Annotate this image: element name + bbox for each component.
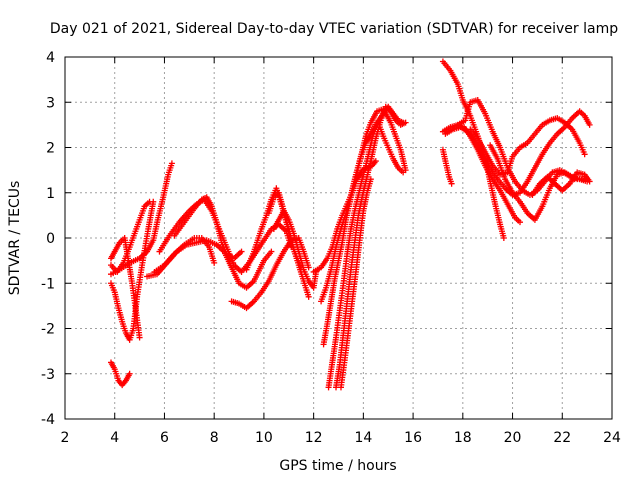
plus-marker — [126, 370, 133, 377]
plus-marker — [238, 248, 245, 255]
y-tick-label: -2 — [41, 322, 55, 338]
plus-marker — [400, 169, 407, 176]
y-tick-label: -4 — [41, 412, 55, 428]
x-tick-label: 12 — [305, 430, 323, 446]
y-tick-label: -1 — [41, 276, 55, 292]
x-tick-label: 6 — [160, 430, 169, 446]
trace-21 — [439, 58, 507, 241]
plus-marker — [146, 198, 153, 205]
x-tick-label: 18 — [454, 430, 472, 446]
x-tick-label: 22 — [553, 430, 571, 446]
trace-25 — [467, 115, 588, 178]
trace-19 — [337, 176, 374, 391]
x-tick-label: 2 — [61, 430, 70, 446]
trace-26 — [487, 142, 591, 223]
x-tick-label: 14 — [354, 430, 372, 446]
trace-7 — [151, 235, 218, 275]
plus-marker — [136, 334, 143, 341]
plus-marker — [586, 121, 593, 128]
trace-1 — [107, 359, 133, 389]
chart-title: Day 021 of 2021, Sidereal Day-to-day VTE… — [50, 21, 618, 37]
plus-marker — [586, 178, 593, 185]
plus-marker — [402, 119, 409, 126]
x-tick-label: 20 — [504, 430, 522, 446]
x-tick-label: 4 — [110, 430, 119, 446]
plus-marker — [517, 219, 524, 226]
plus-marker — [367, 176, 374, 183]
y-tick-label: 1 — [46, 186, 55, 202]
plus-marker — [211, 259, 218, 266]
x-tick-label: 16 — [404, 430, 422, 446]
data-points — [107, 58, 593, 391]
trace-20 — [439, 146, 455, 187]
plot-frame — [64, 56, 613, 420]
plus-marker — [305, 264, 312, 271]
trace-27 — [529, 169, 593, 199]
trace-4 — [107, 198, 153, 275]
y-tick-label: 2 — [46, 141, 55, 157]
trace-9 — [171, 194, 245, 262]
trace-13 — [265, 189, 312, 300]
x-tick-label: 10 — [255, 430, 273, 446]
y-axis-label: SDTVAR / TECUs — [7, 181, 23, 296]
trace-5 — [107, 160, 175, 278]
plus-marker — [581, 151, 588, 158]
plus-marker — [305, 293, 312, 300]
y-tick-label: 3 — [46, 95, 55, 111]
x-tick-label: 8 — [210, 430, 219, 446]
x-tick-label: 24 — [603, 430, 621, 446]
plus-marker — [448, 180, 455, 187]
trace-2 — [107, 235, 143, 341]
trace-23 — [442, 108, 593, 199]
trace-17 — [325, 119, 407, 391]
x-axis-label: GPS time / hours — [279, 458, 396, 474]
trace-16 — [320, 106, 409, 348]
plus-marker — [168, 160, 175, 167]
plus-marker — [268, 248, 275, 255]
y-tick-label: -3 — [41, 367, 55, 383]
y-tick-label: 0 — [46, 231, 55, 247]
plus-marker — [500, 235, 507, 241]
y-tick-label: 4 — [46, 50, 55, 66]
